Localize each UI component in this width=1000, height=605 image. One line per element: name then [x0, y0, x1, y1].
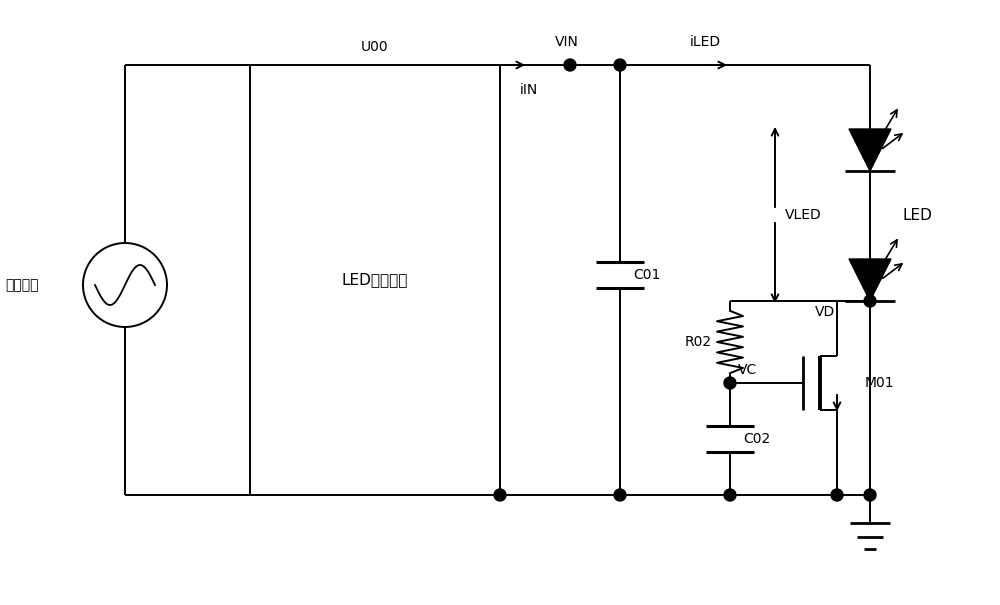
Text: LED: LED — [902, 208, 932, 223]
Text: 交流输入: 交流输入 — [5, 278, 38, 292]
Circle shape — [494, 489, 506, 501]
Text: VIN: VIN — [555, 35, 579, 49]
Circle shape — [831, 489, 843, 501]
Text: VC: VC — [738, 363, 757, 377]
Text: iIN: iIN — [520, 83, 538, 97]
Circle shape — [614, 489, 626, 501]
Text: VD: VD — [815, 305, 835, 319]
Circle shape — [724, 377, 736, 389]
Circle shape — [864, 489, 876, 501]
Circle shape — [614, 59, 626, 71]
Text: M01: M01 — [865, 376, 895, 390]
Circle shape — [564, 59, 576, 71]
Text: R02: R02 — [685, 335, 712, 349]
Text: U00: U00 — [361, 40, 389, 54]
Text: C02: C02 — [743, 432, 770, 446]
Text: iLED: iLED — [690, 35, 721, 49]
Polygon shape — [849, 129, 891, 171]
Text: LED驱动电路: LED驱动电路 — [342, 272, 408, 287]
Circle shape — [864, 295, 876, 307]
Circle shape — [724, 489, 736, 501]
Text: C01: C01 — [633, 268, 660, 282]
Polygon shape — [849, 259, 891, 301]
Bar — [250, 65, 500, 495]
Text: VLED: VLED — [785, 208, 822, 222]
